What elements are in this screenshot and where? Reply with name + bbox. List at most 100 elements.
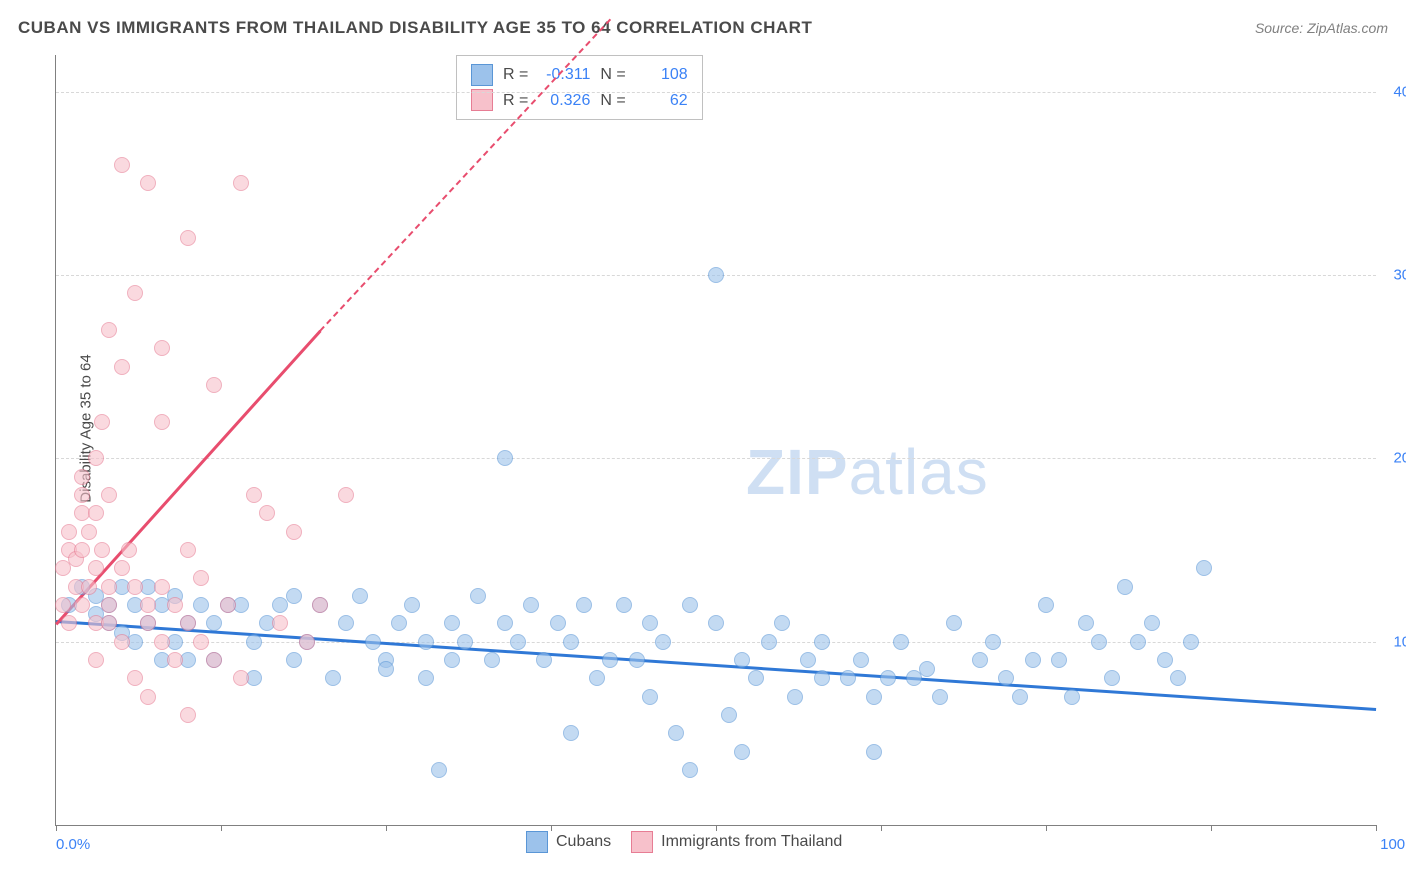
data-point (94, 414, 110, 430)
data-point (193, 570, 209, 586)
legend-label: Immigrants from Thailand (661, 833, 842, 851)
data-point (299, 634, 315, 650)
data-point (154, 340, 170, 356)
data-point (484, 652, 500, 668)
data-point (180, 542, 196, 558)
gridline (56, 458, 1376, 459)
data-point (193, 597, 209, 613)
data-point (523, 597, 539, 613)
legend-item: Immigrants from Thailand (631, 831, 842, 853)
data-point (55, 597, 71, 613)
data-point (101, 487, 117, 503)
data-point (893, 634, 909, 650)
data-point (180, 230, 196, 246)
chart-title: CUBAN VS IMMIGRANTS FROM THAILAND DISABI… (18, 18, 812, 38)
xtick (221, 825, 222, 831)
xtick (716, 825, 717, 831)
data-point (259, 505, 275, 521)
data-point (1104, 670, 1120, 686)
data-point (365, 634, 381, 650)
data-point (1170, 670, 1186, 686)
data-point (325, 670, 341, 686)
data-point (272, 615, 288, 631)
stat-n-value: 108 (636, 62, 688, 88)
data-point (167, 597, 183, 613)
stats-row: R = -0.311 N = 108 (471, 62, 688, 88)
data-point (682, 597, 698, 613)
xtick-label: 100.0% (1380, 836, 1406, 853)
data-point (1196, 560, 1212, 576)
data-point (338, 615, 354, 631)
data-point (497, 615, 513, 631)
data-point (180, 707, 196, 723)
legend-label: Cubans (556, 833, 611, 851)
data-point (101, 597, 117, 613)
data-point (761, 634, 777, 650)
watermark: ZIPatlas (746, 435, 989, 509)
xtick (551, 825, 552, 831)
data-point (167, 652, 183, 668)
ytick-label: 40.0% (1393, 83, 1406, 100)
data-point (866, 689, 882, 705)
swatch-cubans (471, 64, 493, 86)
source-attribution: Source: ZipAtlas.com (1255, 20, 1388, 36)
data-point (154, 414, 170, 430)
data-point (602, 652, 618, 668)
data-point (589, 670, 605, 686)
data-point (1144, 615, 1160, 631)
data-point (932, 689, 948, 705)
data-point (866, 744, 882, 760)
data-point (774, 615, 790, 631)
data-point (88, 505, 104, 521)
data-point (127, 670, 143, 686)
data-point (88, 450, 104, 466)
data-point (286, 588, 302, 604)
xtick (1046, 825, 1047, 831)
data-point (338, 487, 354, 503)
data-point (470, 588, 486, 604)
data-point (800, 652, 816, 668)
data-point (708, 267, 724, 283)
data-point (286, 524, 302, 540)
data-point (721, 707, 737, 723)
data-point (114, 359, 130, 375)
xtick (1376, 825, 1377, 831)
data-point (246, 487, 262, 503)
data-point (74, 487, 90, 503)
watermark-bold: ZIP (746, 436, 849, 508)
data-point (682, 762, 698, 778)
data-point (233, 670, 249, 686)
swatch-cubans (526, 831, 548, 853)
data-point (444, 615, 460, 631)
data-point (536, 652, 552, 668)
data-point (94, 542, 110, 558)
data-point (1078, 615, 1094, 631)
data-point (114, 157, 130, 173)
watermark-light: atlas (849, 436, 989, 508)
data-point (1025, 652, 1041, 668)
data-point (101, 579, 117, 595)
data-point (444, 652, 460, 668)
xtick-label: 0.0% (56, 836, 90, 853)
ytick-label: 20.0% (1393, 450, 1406, 467)
stat-r-label: R = (503, 62, 528, 88)
header: CUBAN VS IMMIGRANTS FROM THAILAND DISABI… (18, 18, 1388, 38)
data-point (1117, 579, 1133, 595)
data-point (563, 634, 579, 650)
xtick (56, 825, 57, 831)
data-point (233, 175, 249, 191)
data-point (418, 634, 434, 650)
data-point (418, 670, 434, 686)
data-point (629, 652, 645, 668)
bottom-legend: Cubans Immigrants from Thailand (526, 831, 842, 853)
data-point (61, 524, 77, 540)
xtick (1211, 825, 1212, 831)
data-point (576, 597, 592, 613)
data-point (1157, 652, 1173, 668)
data-point (919, 661, 935, 677)
data-point (457, 634, 473, 650)
data-point (127, 579, 143, 595)
stats-legend-box: R = -0.311 N = 108 R = 0.326 N = 62 (456, 55, 703, 120)
data-point (286, 652, 302, 668)
data-point (404, 597, 420, 613)
